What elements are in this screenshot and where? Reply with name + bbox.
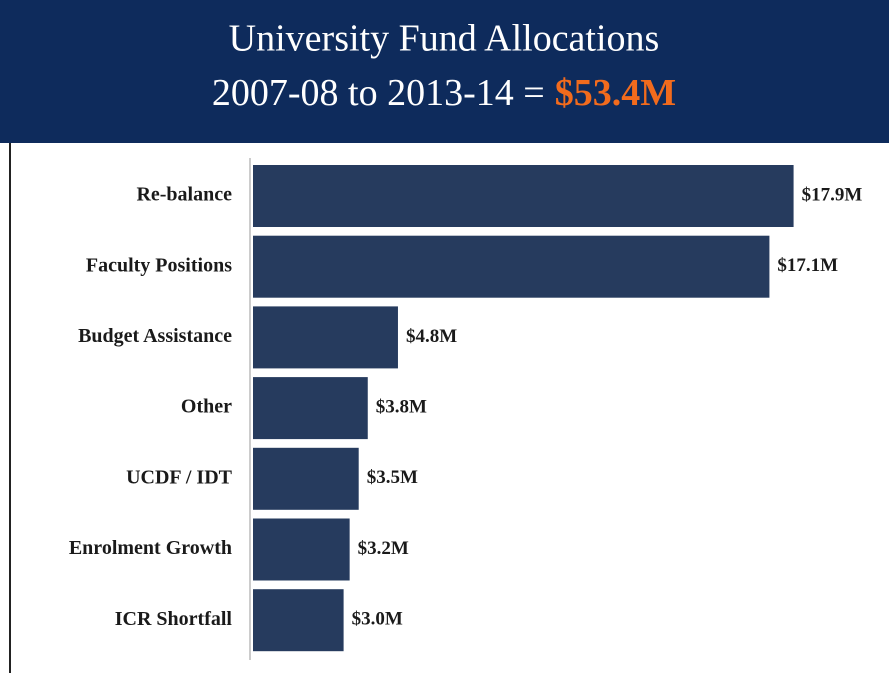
- value-label: $17.1M: [777, 255, 838, 276]
- category-label: UCDF / IDT: [126, 466, 233, 488]
- bar: [253, 447, 359, 510]
- value-label: $3.2M: [358, 538, 409, 559]
- category-label: Other: [181, 396, 232, 418]
- value-label: $4.8M: [406, 326, 457, 347]
- value-label: $3.5M: [367, 467, 418, 488]
- chart-subtitle: 2007-08 to 2013-14 =: [212, 72, 545, 114]
- bar: [253, 235, 770, 298]
- value-label: $3.0M: [352, 609, 403, 630]
- category-label: ICR Shortfall: [115, 608, 233, 630]
- category-label: Re-balance: [136, 184, 232, 206]
- header-banner: [0, 0, 889, 143]
- bar: [253, 165, 794, 227]
- category-label: Budget Assistance: [78, 325, 232, 347]
- bar: [253, 518, 350, 581]
- subtitle-line: 2007-08 to 2013-14 = $53.4M: [212, 72, 676, 114]
- chart-title: University Fund Allocations: [229, 18, 660, 60]
- value-label: $3.8M: [376, 396, 427, 417]
- category-label: Enrolment Growth: [69, 537, 232, 559]
- bar: [253, 377, 368, 440]
- subtitle-highlight: $53.4M: [555, 72, 676, 114]
- value-label: $17.9M: [802, 184, 863, 205]
- bar: [253, 306, 398, 369]
- bar: [253, 589, 344, 652]
- category-label: Faculty Positions: [86, 254, 232, 276]
